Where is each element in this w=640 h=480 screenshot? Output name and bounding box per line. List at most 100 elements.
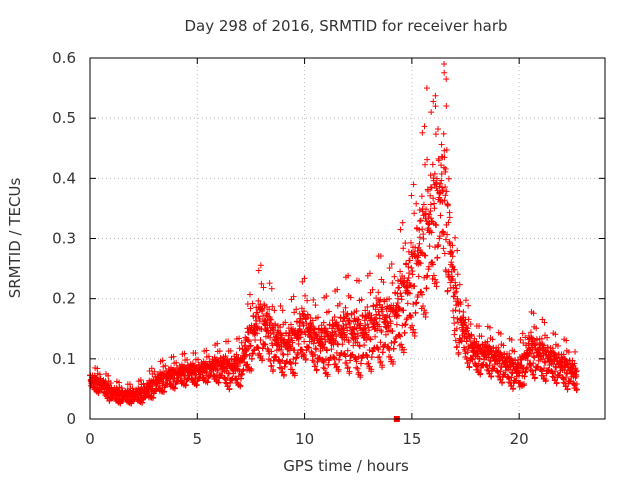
data-point (309, 317, 316, 324)
data-point (300, 308, 307, 315)
data-point (295, 340, 302, 347)
x-tick-label: 10 (295, 430, 314, 448)
data-point (335, 322, 342, 329)
data-point (465, 302, 472, 309)
data-point (320, 319, 327, 326)
data-point (344, 327, 351, 334)
data-point (348, 311, 355, 318)
data-point (344, 347, 351, 354)
data-point (361, 342, 368, 349)
data-point (391, 273, 398, 280)
y-tick-label: 0.6 (52, 49, 76, 67)
data-point (215, 367, 222, 374)
data-point (441, 250, 448, 257)
x-axis-label: GPS time / hours (283, 457, 409, 475)
data-point (308, 348, 315, 355)
data-point (416, 234, 423, 241)
data-point (310, 325, 317, 332)
data-point (264, 310, 271, 317)
data-point (323, 346, 330, 353)
data-point (268, 316, 275, 323)
data-point (305, 344, 312, 351)
data-point (293, 306, 300, 313)
data-point (195, 356, 202, 363)
data-point (375, 289, 382, 296)
data-point (401, 329, 408, 336)
data-point (239, 370, 246, 377)
data-point (315, 314, 322, 321)
y-gridlines (90, 117, 605, 360)
data-point (427, 172, 434, 179)
data-point (462, 297, 469, 304)
data-point (320, 364, 327, 371)
data-point (443, 188, 450, 195)
data-point (431, 205, 438, 212)
data-point (151, 368, 158, 375)
data-point (344, 364, 351, 371)
data-point (280, 351, 287, 358)
data-point (416, 240, 423, 247)
data-point (171, 375, 178, 382)
data-point (244, 361, 251, 368)
data-point (126, 381, 133, 388)
data-point (291, 347, 298, 354)
data-point (416, 218, 423, 225)
data-point (395, 284, 402, 291)
data-point (339, 341, 346, 348)
data-point (312, 345, 319, 352)
data-point (294, 351, 301, 358)
data-point (397, 290, 404, 297)
data-point (259, 356, 266, 363)
data-point (331, 314, 338, 321)
data-point (441, 69, 448, 76)
data-point (353, 364, 360, 371)
data-point (346, 317, 353, 324)
data-point (400, 245, 407, 252)
data-point (313, 366, 320, 373)
data-point (313, 346, 320, 353)
data-point (260, 313, 267, 320)
data-point (278, 365, 285, 372)
data-point (284, 351, 291, 358)
y-tick-label: 0.1 (52, 350, 76, 368)
data-point (325, 308, 332, 315)
y-tick-label: 0.5 (52, 109, 76, 127)
data-point (419, 129, 426, 136)
data-point (302, 292, 309, 299)
y-tick-label: 0.4 (52, 169, 76, 187)
x-tick-label: 5 (193, 430, 203, 448)
data-point (305, 344, 312, 351)
data-point (304, 297, 311, 304)
data-point (430, 272, 437, 279)
data-point (428, 109, 435, 116)
data-point (333, 333, 340, 340)
chart-title: Day 298 of 2016, SRMTID for receiver har… (184, 17, 507, 35)
data-point (527, 361, 534, 368)
data-point (279, 307, 286, 314)
data-point (450, 314, 457, 321)
data-point (312, 302, 319, 309)
data-point (162, 362, 169, 369)
data-point (329, 317, 336, 324)
data-point (268, 285, 275, 292)
x-tick-label: 20 (510, 430, 529, 448)
data-point (223, 380, 230, 387)
data-point (313, 331, 320, 338)
data-point (269, 303, 276, 310)
data-point (271, 307, 278, 314)
data-point (572, 348, 579, 355)
data-point (299, 278, 306, 285)
data-point (397, 226, 404, 233)
data-point (374, 354, 381, 361)
data-point (258, 280, 265, 287)
data-point (203, 347, 210, 354)
data-point (278, 346, 285, 353)
data-point (393, 321, 400, 328)
data-point (245, 364, 252, 371)
data-point (261, 341, 268, 348)
data-point (324, 371, 331, 378)
data-point (184, 356, 191, 363)
data-point (321, 333, 328, 340)
data-point (321, 365, 328, 372)
data-point (365, 360, 372, 367)
